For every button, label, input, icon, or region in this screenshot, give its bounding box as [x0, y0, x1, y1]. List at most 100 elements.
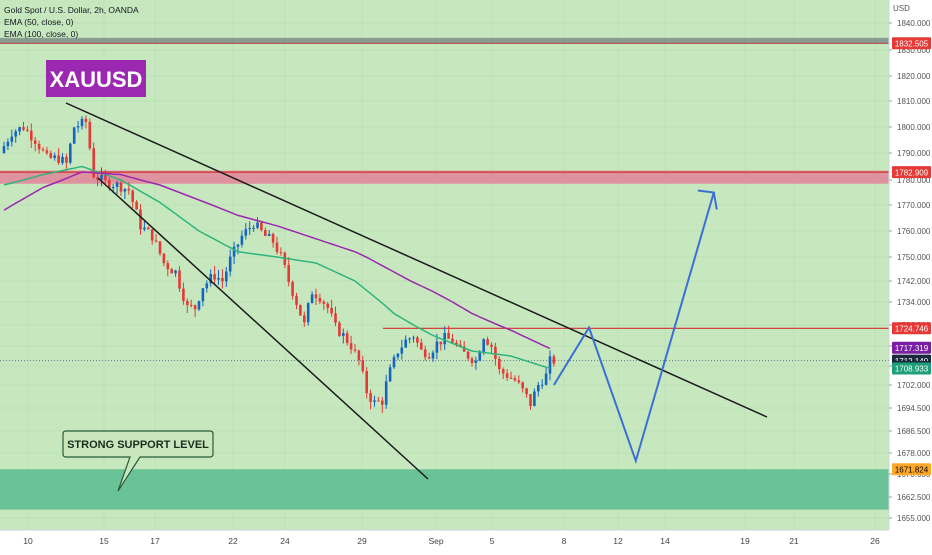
candle-body	[236, 244, 240, 247]
candle-body	[186, 301, 189, 306]
candle-body	[369, 393, 372, 402]
candle-body	[45, 150, 49, 154]
candle-body	[178, 270, 181, 289]
candle-body	[193, 305, 197, 310]
candle-body	[205, 283, 209, 289]
time-tick-label: 10	[23, 536, 33, 546]
price-tag-r1782	[892, 166, 931, 179]
time-axis[interactable]	[0, 530, 889, 550]
candle-body	[6, 141, 10, 147]
price-tick-label: 1770.000	[897, 201, 931, 210]
candle-body	[447, 332, 450, 339]
candle-body	[154, 240, 158, 242]
candle-body	[271, 234, 275, 243]
price-tag-label-r1782: 1782.909	[895, 168, 929, 177]
candle-body	[486, 339, 489, 345]
candle-body	[139, 209, 142, 230]
time-tick-label: 14	[660, 536, 670, 546]
time-tick-label: 24	[280, 536, 290, 546]
price-tag-r1724	[892, 322, 931, 335]
candle-body	[115, 182, 119, 188]
candle-body	[459, 344, 462, 347]
price-tick-label: 1790.000	[897, 149, 931, 158]
candle-body	[26, 129, 29, 131]
price-zones	[0, 170, 889, 510]
time-axis-ticks: 10 15 17 22 24 29 Sep 5 8 12 14 19 21 26	[23, 536, 880, 546]
candle-body	[478, 352, 482, 361]
candle-body	[2, 146, 6, 153]
ema-series	[3, 165, 551, 370]
price-tick-label: 1742.000	[897, 277, 931, 286]
candle-body	[490, 344, 493, 347]
candle-body	[494, 346, 497, 359]
lower-trendline[interactable]	[97, 177, 429, 480]
price-axis-unit: USD	[893, 4, 910, 13]
candle-body	[69, 143, 72, 163]
upper-trendline[interactable]	[65, 102, 768, 418]
candle-body	[41, 149, 45, 151]
price-axis[interactable]	[889, 0, 932, 550]
candle-body	[57, 155, 60, 163]
candle-body	[275, 242, 279, 252]
candle-body	[365, 371, 368, 394]
candle-body	[427, 357, 431, 359]
candle-body	[131, 190, 134, 202]
candle-body	[18, 127, 21, 132]
candle-body	[119, 182, 123, 192]
candle-body	[217, 278, 220, 280]
candle-body	[299, 304, 302, 316]
candle-body	[240, 235, 244, 245]
candle-body	[53, 155, 56, 158]
candle-body	[267, 234, 271, 236]
price-zone	[0, 469, 889, 510]
candle-body	[287, 265, 290, 282]
candle-body	[443, 332, 446, 345]
price-tag-label-ema50: 1708.933	[895, 365, 929, 374]
candle-body	[72, 127, 76, 144]
candle-body	[345, 333, 349, 344]
support-callout[interactable]	[62, 430, 214, 492]
candle-body	[197, 301, 201, 310]
candle-body	[525, 388, 528, 395]
candle-body	[100, 174, 103, 180]
candle-body	[201, 288, 205, 302]
candle-body	[33, 140, 37, 144]
candle-body	[439, 341, 443, 345]
candle-body	[61, 156, 64, 163]
candle-body	[310, 294, 314, 304]
candle-body	[322, 301, 326, 304]
horizontal-levels	[0, 37, 889, 362]
price-tick-label: 1678.000	[897, 449, 931, 458]
candle-body	[150, 229, 154, 241]
price-tick-label: 1820.000	[897, 72, 931, 81]
price-tick-label: 1750.000	[897, 253, 931, 262]
candle-body	[540, 384, 544, 386]
candle-body	[252, 227, 255, 229]
ema100-legend: EMA (100, close, 0)	[4, 29, 78, 39]
candle-body	[544, 373, 548, 385]
candle-body	[80, 118, 84, 127]
candle-body	[548, 356, 552, 374]
candle-body	[213, 274, 216, 280]
ema50-line	[3, 165, 551, 370]
candle-body	[330, 307, 333, 314]
candle-body	[162, 253, 166, 264]
candle-body	[361, 360, 365, 372]
candle-body	[88, 121, 92, 149]
price-tick-label: 1760.000	[897, 227, 931, 236]
projection-line	[553, 192, 715, 465]
projection-arrowhead	[697, 189, 718, 210]
candle-body	[381, 400, 384, 405]
candle-body	[466, 351, 470, 359]
price-tag-r1832	[892, 37, 931, 50]
price-tick-label: 1686.500	[897, 427, 931, 436]
price-tag-s1671	[892, 463, 931, 476]
candle-body	[189, 305, 193, 307]
candle-body	[498, 358, 501, 370]
projection-path[interactable]	[553, 189, 718, 465]
price-tick-label: 1734.000	[897, 298, 931, 307]
candle-body	[76, 126, 80, 128]
candle-body	[182, 288, 185, 302]
